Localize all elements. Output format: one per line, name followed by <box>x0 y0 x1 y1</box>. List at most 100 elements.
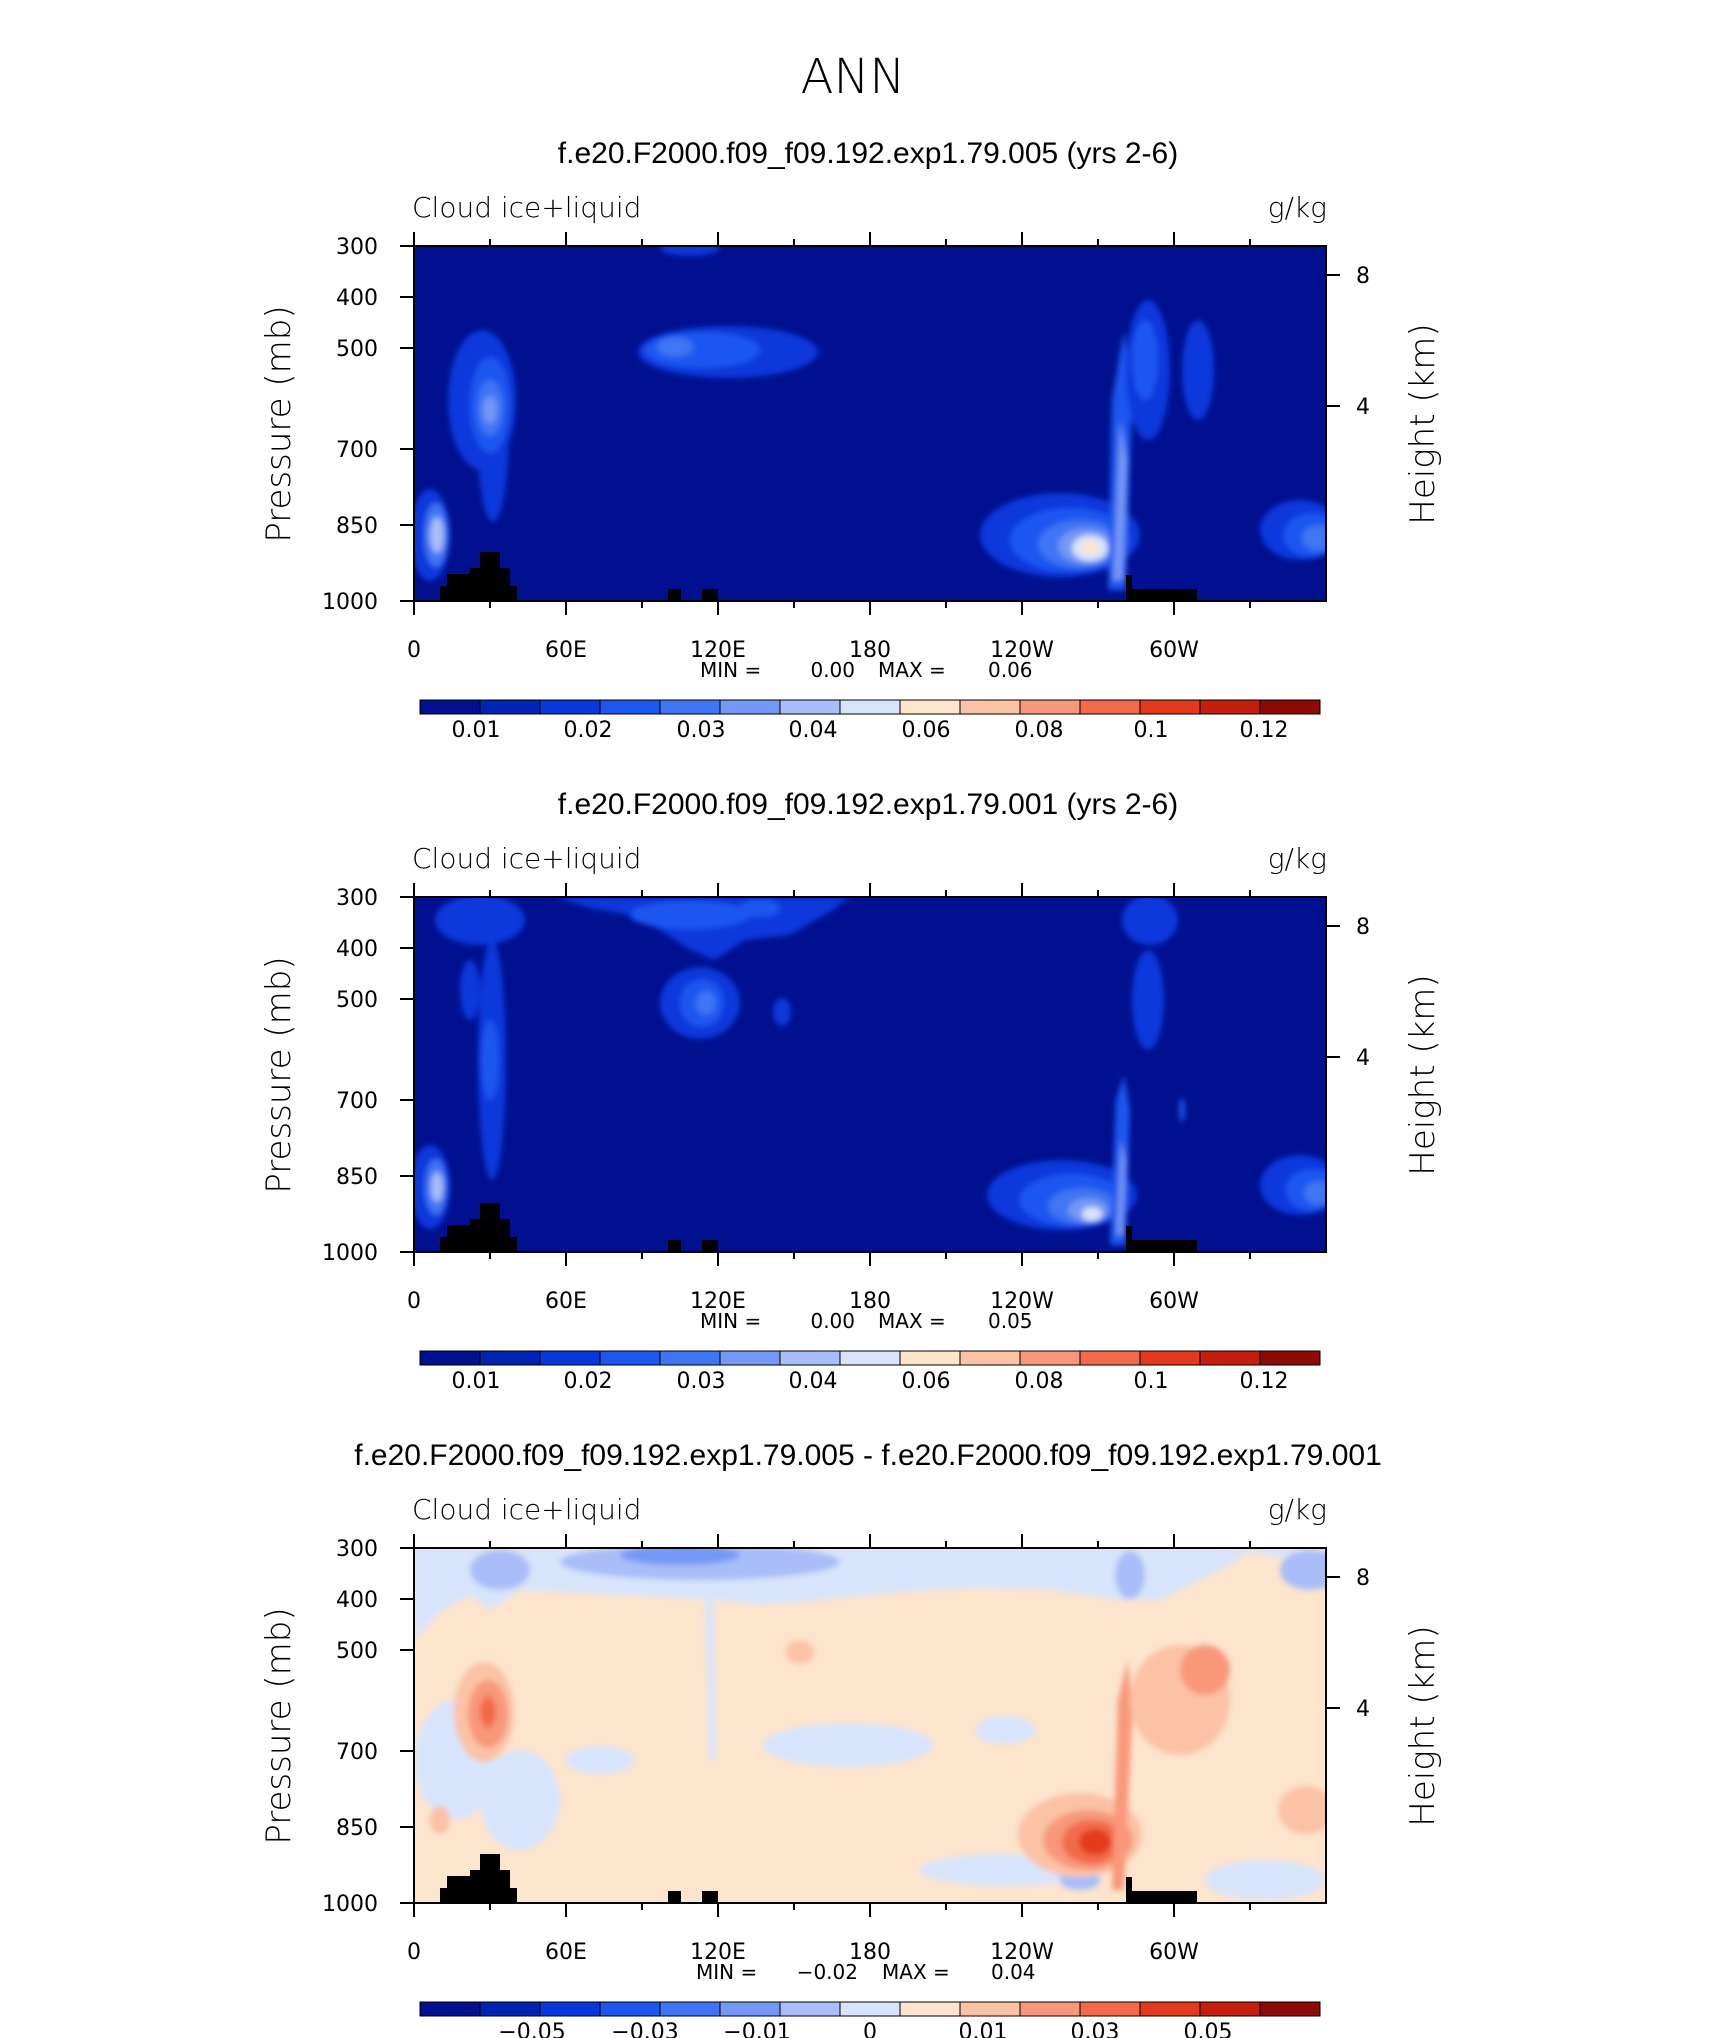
min-value: 0.00 <box>810 1309 855 1333</box>
x-tick-label: 120W <box>990 1940 1054 1965</box>
y-tick-label: 850 <box>336 514 378 539</box>
colorbar-swatch <box>779 1350 841 1366</box>
y-axis-label: Pressure (mb) <box>259 305 299 542</box>
colorbar-swatch <box>539 2001 601 2017</box>
min-value: 0.00 <box>810 658 855 682</box>
colorbar-label: 0.1 <box>1134 718 1169 743</box>
colorbar-swatch <box>419 1350 481 1366</box>
y-tick-label: 400 <box>336 286 378 311</box>
colorbar-label: −0.01 <box>723 2020 790 2038</box>
y-tick-label: 850 <box>336 1165 378 1190</box>
colorbar-label: 0.12 <box>1240 1369 1289 1394</box>
y-tick-label: 500 <box>336 1639 378 1664</box>
x-tick-label: 120E <box>690 1940 746 1965</box>
colorbar-label: 0.12 <box>1240 718 1289 743</box>
y-tick-label: 700 <box>336 1740 378 1765</box>
max-value: 0.05 <box>988 1309 1033 1333</box>
colorbar-swatch <box>839 1350 901 1366</box>
x-tick-label: 60W <box>1149 1940 1199 1965</box>
panel-1: f.e20.F2000.f09_f09.192.exp1.79.005 (yrs… <box>259 137 1443 743</box>
colorbar-label: 0.08 <box>1015 718 1064 743</box>
colorbar-swatch <box>659 1350 721 1366</box>
y-axis-label: Pressure (mb) <box>259 1607 299 1844</box>
colorbar-swatch <box>719 2001 781 2017</box>
colorbar-swatch <box>719 1350 781 1366</box>
colorbar-swatch <box>779 2001 841 2017</box>
colorbar-swatch <box>479 2001 541 2017</box>
colorbar-swatch <box>1199 1350 1261 1366</box>
y-axis-label-right: Height (km) <box>1403 323 1443 524</box>
x-tick-label: 60W <box>1149 638 1199 663</box>
colorbar-label: 0.02 <box>564 1369 613 1394</box>
colorbar-swatch <box>1139 1350 1201 1366</box>
units-label: g/kg <box>1268 191 1327 224</box>
field-background <box>414 897 1326 1252</box>
colorbar-label: 0.03 <box>677 718 726 743</box>
y-tick-label: 1000 <box>322 1892 378 1917</box>
field-name: Cloud ice+liquid <box>412 1493 641 1526</box>
colorbar-swatch <box>839 2001 901 2017</box>
field-name: Cloud ice+liquid <box>412 842 641 875</box>
colorbar-label: −0.03 <box>611 2020 678 2038</box>
colorbar-swatch <box>899 699 961 715</box>
colorbar-label: 0.03 <box>1071 2020 1120 2038</box>
colorbar-swatch <box>659 2001 721 2017</box>
colorbar-swatch <box>1019 2001 1081 2017</box>
y-right-tick-label: 4 <box>1356 395 1370 420</box>
x-tick-label: 60W <box>1149 1289 1199 1314</box>
axes <box>400 1534 1340 1917</box>
y-right-tick-label: 4 <box>1356 1046 1370 1071</box>
min-value: −0.02 <box>797 1960 858 1984</box>
plot-area <box>414 1548 1326 1903</box>
x-tick-label: 180 <box>849 1940 891 1965</box>
colorbar-label: 0.08 <box>1015 1369 1064 1394</box>
x-tick-label: 0 <box>407 1940 421 1965</box>
colorbar-swatch <box>839 699 901 715</box>
colorbar-swatch <box>899 2001 961 2017</box>
x-tick-label: 180 <box>849 1289 891 1314</box>
x-tick-label: 0 <box>407 638 421 663</box>
field-features <box>414 897 1326 1245</box>
x-tick-label: 0 <box>407 1289 421 1314</box>
panel-3: f.e20.F2000.f09_f09.192.exp1.79.005 - f.… <box>259 1439 1443 2038</box>
colorbar-swatch <box>1079 699 1141 715</box>
colorbar-swatch <box>779 699 841 715</box>
field-features <box>414 246 1326 590</box>
y-tick-label: 850 <box>336 1816 378 1841</box>
colorbar-swatch <box>1139 2001 1201 2017</box>
colorbar-label: 0.04 <box>789 1369 838 1394</box>
colorbar-swatch <box>419 2001 481 2017</box>
y-axis-label: Pressure (mb) <box>259 956 299 1193</box>
colorbar-swatch <box>1139 699 1201 715</box>
colorbar <box>419 2001 1321 2017</box>
units-label: g/kg <box>1268 842 1327 875</box>
colorbar-swatch <box>959 2001 1021 2017</box>
x-tick-label: 60E <box>545 638 587 663</box>
colorbar-label: 0.03 <box>677 1369 726 1394</box>
colorbar-label: 0.04 <box>789 718 838 743</box>
y-tick-label: 1000 <box>322 590 378 615</box>
colorbar-swatch <box>599 699 661 715</box>
y-tick-label: 500 <box>336 988 378 1013</box>
colorbar-swatch <box>539 1350 601 1366</box>
max-label: MAX = <box>882 1960 950 1984</box>
field-background <box>414 246 1326 601</box>
x-tick-label: 120W <box>990 1289 1054 1314</box>
y-axis-label-right: Height (km) <box>1403 1625 1443 1826</box>
y-tick-label: 700 <box>336 1089 378 1114</box>
y-tick-label: 700 <box>336 438 378 463</box>
colorbar-swatch <box>599 1350 661 1366</box>
y-right-tick-label: 8 <box>1356 915 1370 940</box>
max-label: MAX = <box>878 1309 946 1333</box>
colorbar-swatch <box>899 1350 961 1366</box>
colorbar-label: 0.02 <box>564 718 613 743</box>
max-value: 0.06 <box>988 658 1033 682</box>
y-tick-label: 300 <box>336 235 378 260</box>
y-axis-label-right: Height (km) <box>1403 974 1443 1175</box>
y-right-tick-label: 8 <box>1356 264 1370 289</box>
colorbar-label: 0.06 <box>902 1369 951 1394</box>
field-name: Cloud ice+liquid <box>412 191 641 224</box>
plot-area <box>414 246 1326 601</box>
colorbar-swatch <box>1199 699 1261 715</box>
